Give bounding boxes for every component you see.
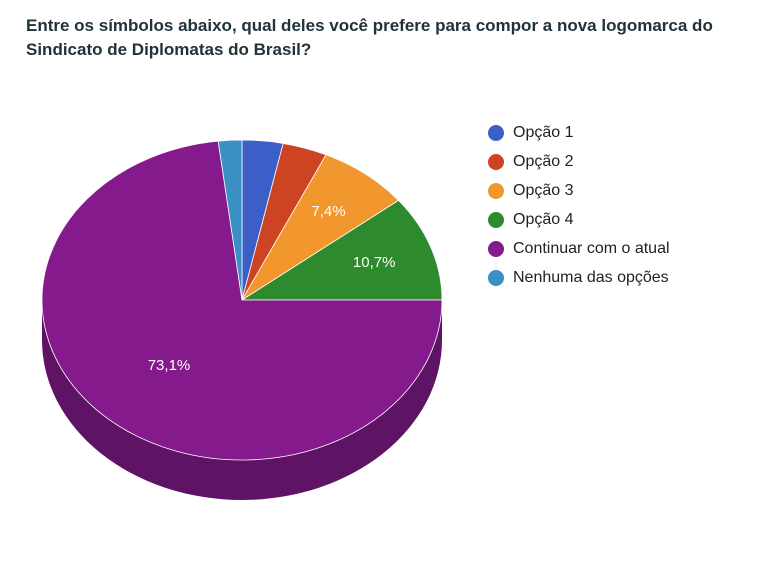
pie-side-continuar-com-o-atual [42, 300, 442, 500]
pie-label-opcao-3: 7,4% [311, 203, 345, 220]
legend-item-opcao-2[interactable]: Opção 2 [488, 147, 670, 176]
pie-labels: 7,4% 10,7% 73,1% [148, 203, 396, 374]
pie-slice-nenhuma-das-opcoes [217, 139, 243, 301]
legend-label: Opção 3 [513, 181, 574, 199]
pie-slices [41, 139, 443, 461]
legend-label: Opção 4 [513, 210, 574, 228]
legend-swatch [488, 153, 504, 170]
legend-swatch [488, 240, 504, 257]
legend-swatch [488, 269, 504, 286]
chart-title: Entre os símbolos abaixo, qual deles voc… [26, 16, 713, 59]
pie-slice-opcao-4 [240, 199, 443, 301]
legend-item-opcao-3[interactable]: Opção 3 [488, 176, 670, 205]
legend: Opção 1 Opção 2 Opção 3 Opção 4 Continuar co… [488, 118, 670, 292]
legend-label: Opção 1 [513, 123, 574, 141]
legend-label: Opção 2 [513, 152, 574, 170]
legend-swatch [488, 182, 504, 199]
legend-swatch [488, 211, 504, 228]
legend-item-opcao-4[interactable]: Opção 4 [488, 205, 670, 234]
pie-slice-continuar-com-o-atual [41, 140, 443, 461]
legend-label: Continuar com o atual [513, 239, 670, 257]
legend-item-continuar-com-o-atual[interactable]: Continuar com o atual [488, 234, 670, 263]
legend-label: Nenhuma das opções [513, 268, 669, 286]
pie-label-opcao-4: 10,7% [353, 254, 396, 271]
pie-sides [42, 300, 442, 500]
legend-swatch [488, 124, 504, 141]
legend-item-nenhuma-das-opcoes[interactable]: Nenhuma das opções [488, 263, 670, 292]
pie-label-continuar-com-o-atual: 73,1% [148, 357, 191, 374]
legend-item-opcao-1[interactable]: Opção 1 [488, 118, 670, 147]
